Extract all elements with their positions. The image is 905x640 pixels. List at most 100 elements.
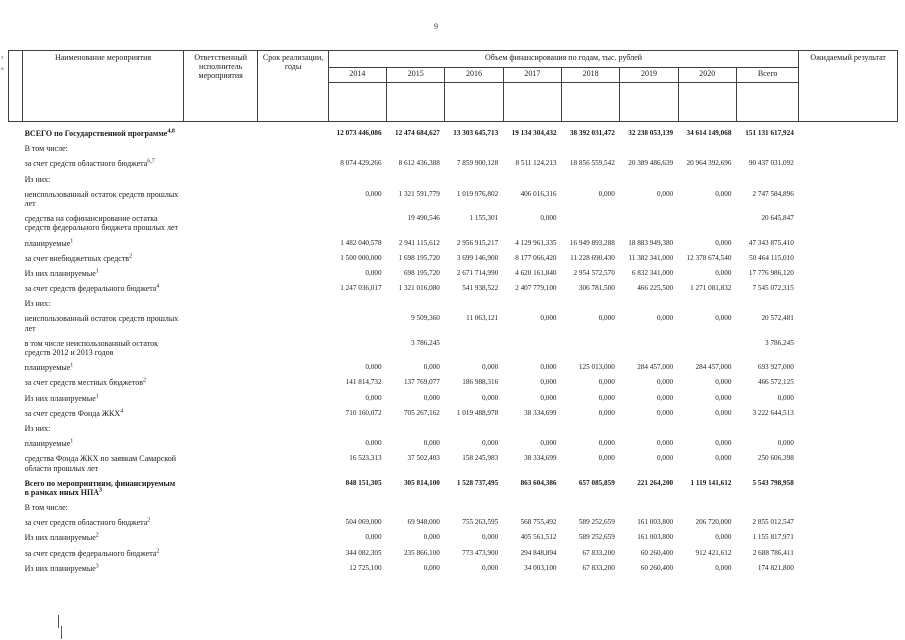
value-2015: 19 490,546 [407, 214, 440, 223]
executor-cell [183, 281, 257, 296]
row-label-text: Из них планируемые [24, 533, 96, 543]
row-label-text: за счет средств федерального бюджета [24, 548, 157, 558]
value-2017: 8 511 124,213 [515, 159, 557, 168]
col-header-2017: 2017 [502, 67, 563, 83]
value-2014: 504 069,000 [345, 518, 382, 527]
footnote-marker: 2 [95, 532, 99, 539]
row-label-text: средства на софинансирование остатка сре… [24, 214, 179, 233]
value-2017: 8 177 066,420 [515, 253, 557, 262]
value-2018: 0,000 [598, 439, 615, 448]
table-row: Из них планируемые1 0,000 698 195,720 2 671… [9, 266, 898, 281]
value-2017: 863 604,386 [520, 478, 557, 487]
table-body: ВСЕГО по Государственной программе4,8 12 … [9, 122, 898, 577]
footnote-marker: 1 [70, 362, 74, 369]
value-2020: 284 457,000 [695, 363, 732, 372]
value-2015: 235 866,100 [403, 548, 440, 557]
value-2014 [328, 311, 386, 335]
value-2014: 710 160,072 [345, 408, 382, 417]
value-2014: 16 523,313 [349, 454, 382, 463]
header-spacer-cell [619, 82, 679, 122]
table-row: средства на софинансирование остатка сре… [9, 211, 898, 235]
value-2020: 912 421,612 [695, 548, 732, 557]
value-2019: 11 382 341,000 [628, 253, 674, 262]
value-2017: 568 755,492 [520, 518, 557, 527]
footnote-marker: 1 [70, 237, 74, 244]
row-number-cell [9, 530, 23, 545]
value-2020 [678, 141, 736, 156]
value-2015: 0,000 [423, 533, 440, 542]
value-2015 [387, 500, 445, 515]
footnote-marker: 2 [129, 253, 133, 260]
row-label-text: ВСЕГО по Государственной программе [24, 129, 168, 138]
row-label-text: В том числе: [24, 144, 68, 154]
value-2017: 4 620 161,840 [515, 268, 557, 277]
col-header-result: Ожидаемый результат [798, 50, 898, 122]
value-total [736, 141, 798, 156]
value-2018: 589 252,659 [578, 518, 615, 527]
value-2015: 12 474 684,627 [394, 129, 440, 137]
table-row: за счет внебюджетных средств2 1 500 000,0… [9, 251, 898, 266]
col-header-2015: 2015 [386, 67, 446, 83]
row-label: за счет средств местных бюджетов2 [23, 375, 184, 390]
term-cell [258, 546, 328, 561]
value-2016: 755 263,595 [462, 518, 499, 527]
term-cell [258, 391, 328, 406]
result-cell [799, 476, 898, 500]
value-2019 [620, 172, 678, 187]
value-2014: 0,000 [365, 533, 382, 542]
value-2015: 137 769,077 [403, 378, 440, 387]
scan-edge-glyph: а [1, 66, 4, 72]
row-label-text: Из них: [24, 423, 51, 433]
value-2014: 344 082,305 [345, 548, 382, 557]
value-2018: 589 252,659 [578, 533, 615, 542]
value-2019: 0,000 [656, 314, 674, 323]
value-2016: 2 671 714,990 [456, 268, 499, 277]
value-2018 [562, 141, 620, 156]
value-2018: 306 781,500 [578, 284, 615, 293]
value-2019: 32 238 053,139 [628, 129, 674, 137]
executor-cell [183, 360, 257, 375]
row-number-cell [9, 451, 23, 475]
value-2020: 34 614 149,068 [686, 129, 732, 137]
footnote-marker: 4,8 [167, 128, 175, 135]
value-2019: 18 883 949,380 [628, 238, 674, 247]
value-2015: 3 786,245 [411, 338, 440, 347]
row-label: Всего по мероприятиям, финансируемым в р… [23, 476, 184, 500]
row-number-cell [9, 421, 23, 436]
header-spacer-cell [735, 82, 800, 122]
value-total: 3 222 644,513 [752, 408, 794, 417]
result-cell [799, 172, 898, 187]
executor-cell [183, 375, 257, 390]
value-2015 [387, 141, 445, 156]
footnote-marker: 3 [98, 487, 102, 494]
row-label: ВСЕГО по Государственной программе4,8 [23, 122, 184, 142]
value-2018: 0,000 [598, 378, 615, 387]
row-label-text: Всего по мероприятиям, финансируемым в р… [24, 478, 176, 497]
col-header-2020: 2020 [677, 67, 737, 83]
value-2015: 0,000 [423, 563, 440, 572]
value-2019: 0,000 [656, 378, 674, 387]
value-total: 2 747 584,896 [752, 189, 794, 198]
value-2018: 18 856 559,542 [569, 159, 615, 168]
value-2015: 37 502,403 [407, 454, 440, 463]
row-label: неиспользованный остаток средств прошлых… [23, 311, 184, 335]
row-number-cell [9, 515, 23, 530]
value-total: 0,000 [777, 439, 794, 448]
value-2015: 8 612 436,388 [398, 159, 440, 168]
value-2016: 1 019 488,978 [456, 408, 499, 417]
row-label: Из них: [23, 172, 184, 187]
value-2016: 2 956 915,217 [456, 238, 499, 247]
value-2017: 38 334,699 [524, 454, 557, 463]
table-row: за счет средств федерального бюджета4 1 2… [9, 281, 898, 296]
row-number-cell [9, 172, 23, 187]
row-label-text: Из них: [24, 174, 51, 184]
value-2019: 60 260,400 [640, 563, 674, 572]
executor-cell [183, 500, 257, 515]
executor-cell [183, 421, 257, 436]
result-cell [799, 156, 898, 171]
term-cell [258, 561, 328, 576]
row-label: В том числе: [23, 141, 184, 156]
col-header-2019: 2019 [619, 67, 679, 83]
value-2014: 141 814,732 [345, 378, 382, 387]
value-2016 [445, 336, 503, 360]
